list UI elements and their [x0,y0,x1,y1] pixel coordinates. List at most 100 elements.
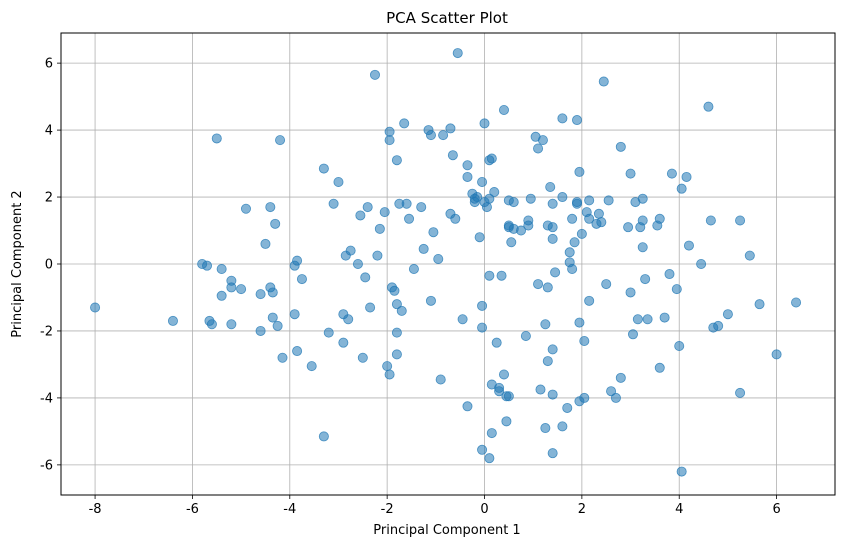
scatter-point [508,197,519,208]
scatter-point [457,314,468,325]
scatter-point [211,133,222,144]
scatter-point [654,362,665,373]
scatter-point [705,215,716,226]
scatter-point [362,202,373,213]
x-tick-label: 0 [480,502,488,517]
scatter-point [275,135,286,146]
scatter-point [496,270,507,281]
scatter-point [545,181,556,192]
x-tick-label: -4 [283,502,296,517]
scatter-point [564,247,575,258]
scatter-point [474,232,485,243]
scatter-point [754,299,765,310]
scatter-point [674,341,685,352]
scatter-point [236,284,247,295]
x-tick-label: 6 [772,502,780,517]
scatter-point [202,260,213,271]
scatter-point [289,309,300,320]
scatter-point [479,118,490,129]
scatter-point [771,349,782,360]
x-tick-label: 2 [578,502,586,517]
scatter-point [596,217,607,228]
y-tick-label: 0 [45,258,53,273]
scatter-point [659,312,670,323]
scatter-point [328,198,339,209]
scatter-point [338,337,349,348]
scatter-point [369,69,380,80]
scatter-point [516,225,527,236]
y-tick-label: 2 [45,191,53,206]
scatter-point [664,269,675,280]
scatter-point [791,297,802,308]
scatter-point [562,402,573,413]
scatter-point [462,171,473,182]
scatter-point [498,105,509,116]
scatter-point [484,270,495,281]
scatter-point [435,374,446,385]
scatter-point [240,203,251,214]
scatter-point [401,198,412,209]
scatter-point [666,168,677,179]
scatter-point [540,319,551,330]
scatter-point [494,386,505,397]
scatter-point [433,253,444,264]
scatter-point [477,300,488,311]
scatter-point [489,187,500,198]
scatter-point [681,171,692,182]
scatter-point [557,421,568,432]
scatter-point [567,213,578,224]
scatter-point [333,176,344,187]
scatter-point [623,222,634,233]
scatter-point [547,198,558,209]
scatter-point [355,210,366,221]
scatter-point [416,202,427,213]
scatter-point [722,309,733,320]
scatter-point [676,183,687,194]
scatter-point [391,327,402,338]
scatter-point [428,227,439,238]
scatter-point [637,242,648,253]
scatter-point [584,195,595,206]
scatter-point [593,208,604,219]
scatter-point [477,176,488,187]
scatter-point [625,287,636,298]
scatter-point [445,123,456,134]
scatter-point [601,279,612,290]
scatter-point [408,264,419,275]
scatter-point [654,213,665,224]
scatter-point [703,101,714,112]
scatter-point [418,243,429,254]
y-axis-label: Principal Component 2 [10,190,25,337]
scatter-point [547,222,558,233]
scatter-point [503,391,514,402]
scatter-point [547,389,558,400]
scatter-point [425,130,436,141]
scatter-point [498,369,509,380]
scatter-point [477,322,488,333]
scatter-point [391,349,402,360]
scatter-point [603,195,614,206]
scatter-point [384,369,395,380]
scatter-point [576,228,587,239]
scatter-point [572,198,583,209]
scatter-point [557,113,568,124]
scatter-point [90,302,101,313]
scatter-point [343,314,354,325]
scatter-point [379,207,390,218]
scatter-point [540,423,551,434]
chart-title: PCA Scatter Plot [386,9,508,27]
scatter-point [627,329,638,340]
scatter-point [572,115,583,126]
scatter-point [481,202,492,213]
scatter-point [735,215,746,226]
scatter-point [360,272,371,283]
scatter-point [486,428,497,439]
scatter-point [318,431,329,442]
scatter-point [735,387,746,398]
scatter-point [255,325,266,336]
scatter-point [606,386,617,397]
scatter-point [615,141,626,152]
scatter-point [345,245,356,256]
scatter-point [382,361,393,372]
